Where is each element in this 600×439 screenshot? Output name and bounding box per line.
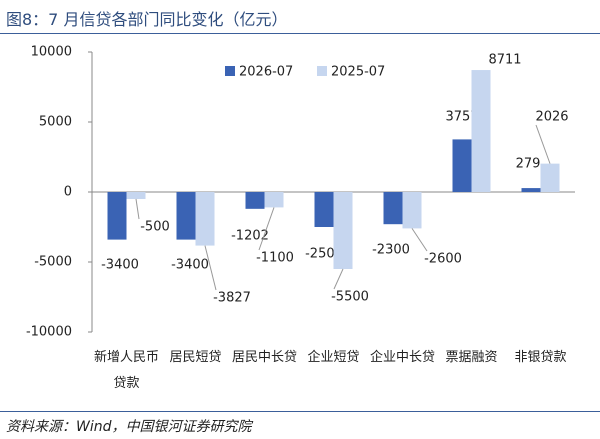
y-tick-label: 5000 [39,115,72,130]
source-note: 资料来源：Wind，中国银河证券研究院 [6,419,252,435]
x-tick-label: 居民短贷 [169,350,222,365]
y-tick-label: 10000 [31,45,72,60]
data-label: -2300 [372,243,410,258]
x-tick-label: 企业短贷 [307,350,360,365]
data-label: -3827 [213,291,251,306]
leader-line [411,228,428,252]
leader-line [204,245,217,291]
bar [245,192,265,209]
leader-line [258,207,275,251]
x-tick-label: 居民中长贷 [231,350,297,365]
header-rule [0,33,600,34]
x-tick-label: 票据融资 [445,350,498,365]
leader-line [333,268,344,290]
data-label: -5500 [331,290,369,305]
bar [540,163,560,192]
footer-rule [0,411,600,412]
data-label: -2600 [424,252,462,267]
bar [521,188,541,192]
bar [195,192,215,246]
data-label: 8711 [488,53,521,68]
y-tick-label: -5000 [34,255,72,270]
bar [126,192,146,199]
data-label: -1202 [231,229,269,244]
data-label: -1100 [256,251,294,266]
legend-swatch [317,66,327,76]
y-tick-label: 0 [64,185,72,200]
x-tick-label: 企业中长贷 [369,350,435,365]
data-label: -2500 [305,247,343,262]
legend-swatch [225,66,235,76]
bar [176,192,196,240]
legend-label: 2025-07 [331,65,385,80]
data-label: -500 [140,220,170,235]
legend-label: 2026-07 [239,65,293,80]
bar [107,192,127,240]
x-tick-label: 非银贷款 [514,350,567,365]
bar [452,139,472,192]
bar [314,192,334,227]
data-label: -3400 [171,258,209,273]
chart-title: 图8：7 月信贷各部门同比变化（亿元） [6,10,288,29]
bar [333,192,353,269]
leader-line [135,198,140,220]
bar [471,70,491,192]
bar [402,192,422,229]
data-label: 3757 [445,110,478,125]
bar [264,192,284,208]
x-tick-label: 新增人民币贷款 [93,350,159,391]
bar [383,192,403,225]
data-label: -3400 [101,258,139,273]
data-label: 279 [516,157,541,172]
leader-line [535,124,551,164]
y-tick-label: -10000 [26,325,72,340]
data-label: 2026 [535,110,568,125]
